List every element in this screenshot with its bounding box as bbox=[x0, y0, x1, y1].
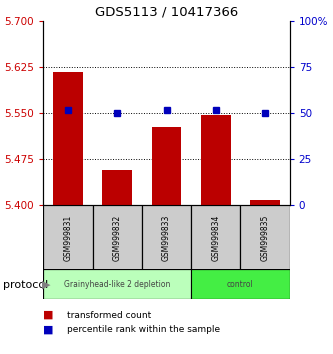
Bar bbox=[53, 72, 83, 205]
Text: ▶: ▶ bbox=[42, 280, 50, 290]
Text: ■: ■ bbox=[43, 324, 54, 334]
Bar bbox=[191, 269, 290, 299]
Bar bbox=[43, 205, 93, 271]
Text: Grainyhead-like 2 depletion: Grainyhead-like 2 depletion bbox=[64, 280, 170, 289]
Text: protocol: protocol bbox=[3, 280, 49, 290]
Text: GSM999832: GSM999832 bbox=[113, 215, 122, 261]
Bar bbox=[240, 205, 290, 271]
Bar bbox=[43, 269, 191, 299]
Text: GSM999831: GSM999831 bbox=[63, 215, 73, 261]
Bar bbox=[250, 200, 280, 205]
Text: GSM999834: GSM999834 bbox=[211, 215, 220, 261]
Bar bbox=[201, 114, 230, 205]
Text: transformed count: transformed count bbox=[67, 310, 151, 320]
Bar bbox=[152, 127, 181, 205]
Text: GSM999833: GSM999833 bbox=[162, 215, 171, 261]
Bar bbox=[103, 170, 132, 205]
Bar bbox=[142, 205, 191, 271]
Text: GSM999835: GSM999835 bbox=[260, 215, 270, 261]
Text: control: control bbox=[227, 280, 254, 289]
Bar bbox=[93, 205, 142, 271]
Bar bbox=[191, 205, 240, 271]
Text: percentile rank within the sample: percentile rank within the sample bbox=[67, 325, 220, 334]
Text: ■: ■ bbox=[43, 310, 54, 320]
Title: GDS5113 / 10417366: GDS5113 / 10417366 bbox=[95, 6, 238, 19]
